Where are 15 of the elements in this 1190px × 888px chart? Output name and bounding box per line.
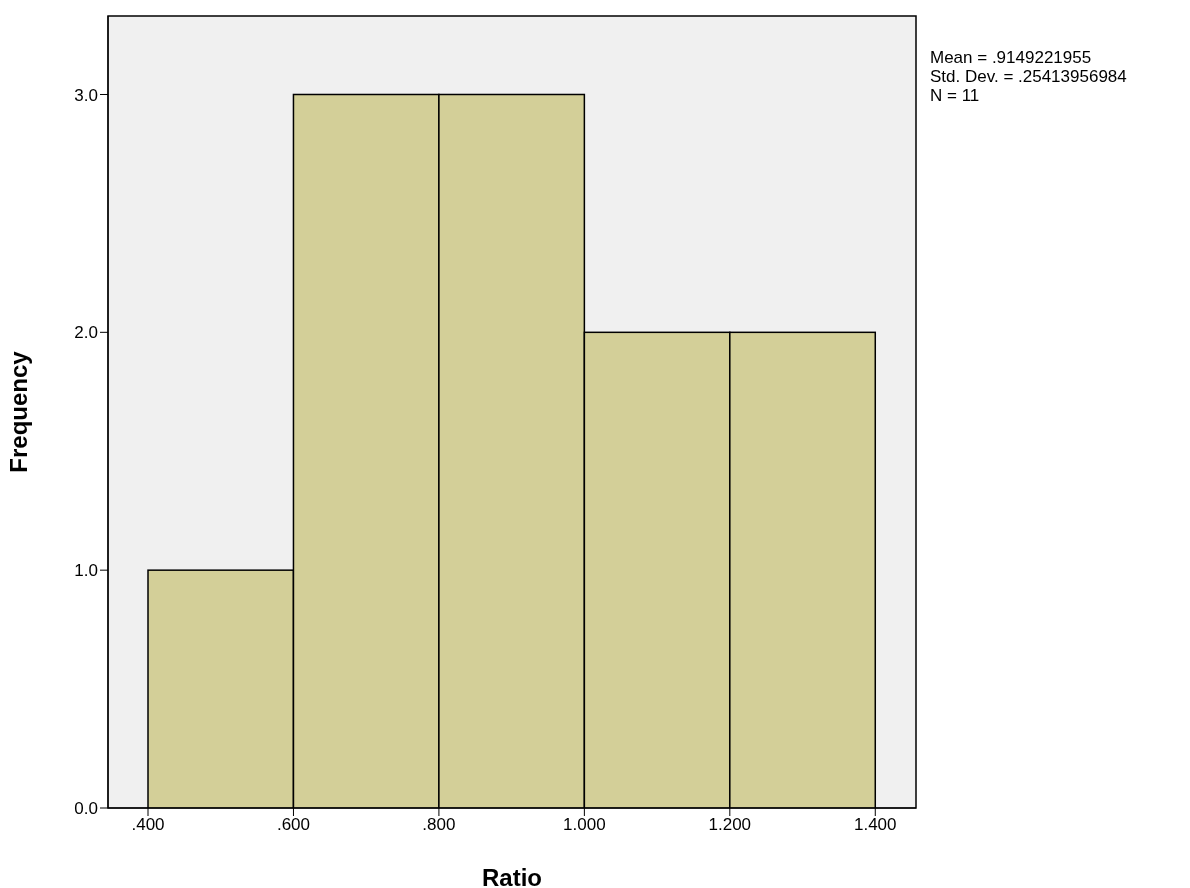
x-tick-label: 1.000	[563, 815, 606, 835]
x-tick-label: .800	[422, 815, 456, 835]
y-tick-label: 2.0	[74, 323, 98, 343]
x-axis-title: Ratio	[482, 864, 542, 888]
y-tick-label: 0.0	[74, 799, 98, 819]
x-tick-label: 1.400	[854, 815, 897, 835]
y-axis-title: Frequency	[4, 350, 32, 473]
text: N = 11	[930, 86, 981, 105]
y-tick-label: 1.0	[74, 561, 98, 581]
text: Std. Dev. = .25413956984	[930, 67, 1127, 86]
y-tick-label: 3.0	[74, 85, 98, 105]
x-tick-label: .400	[131, 815, 165, 835]
text: Mean = .9149221955	[930, 48, 1093, 67]
x-tick-label: .600	[276, 815, 310, 835]
x-tick-label: 1.200	[708, 815, 752, 835]
